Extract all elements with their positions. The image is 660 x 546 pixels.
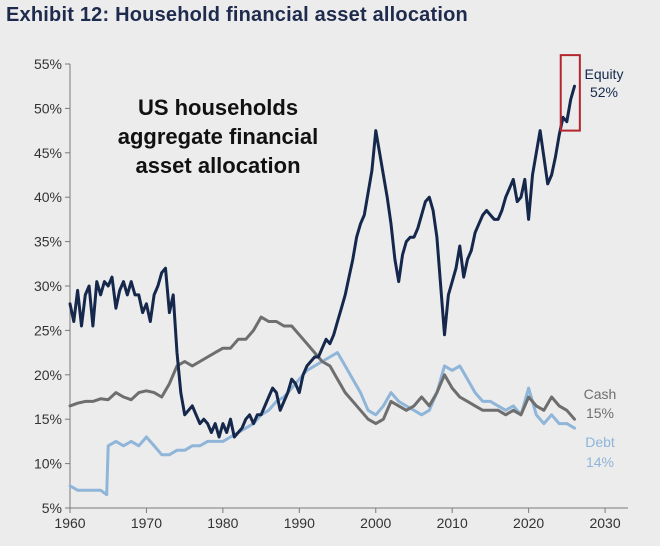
y-tick-label: 5% [42, 500, 62, 516]
inset-title-line-2: aggregate financial [118, 124, 319, 149]
y-tick-label: 40% [34, 189, 62, 205]
y-axis: 5% 10% 15% 20% 25% 30% 35% 40% 45% 50% 55% [34, 56, 71, 516]
x-tick-label: 2000 [360, 515, 391, 531]
x-axis: 1960 1970 1980 1990 2000 2010 2020 2030 [54, 507, 628, 531]
cash-series-line [68, 315, 576, 426]
y-tick-label: 35% [34, 234, 62, 250]
inset-title-line-3: asset allocation [135, 153, 300, 178]
x-tick-label: 2030 [589, 515, 620, 531]
debt-series-line [68, 351, 576, 497]
equity-series-line [68, 84, 576, 439]
debt-series-label: Debt [585, 434, 615, 450]
y-tick-label: 15% [34, 411, 62, 427]
cash-end-value-label: 15% [586, 405, 614, 421]
chart-title: Exhibit 12: Household financial asset al… [6, 4, 468, 26]
x-tick-label: 1960 [54, 515, 85, 531]
inset-title-line-1: US households [138, 95, 298, 120]
y-tick-label: 25% [34, 322, 62, 338]
y-tick-label: 30% [34, 278, 62, 294]
equity-end-value-label: 52% [590, 84, 618, 100]
cash-series-label: Cash [584, 386, 617, 402]
y-tick-label: 20% [34, 367, 62, 383]
equity-series-label: Equity [585, 66, 624, 82]
x-tick-label: 1980 [207, 515, 238, 531]
debt-end-value-label: 14% [586, 454, 614, 470]
y-tick-label: 10% [34, 456, 62, 472]
x-tick-label: 1990 [284, 515, 315, 531]
series-lines [68, 84, 576, 497]
y-tick-label: 45% [34, 145, 62, 161]
x-tick-label: 2010 [437, 515, 468, 531]
x-tick-label: 1970 [131, 515, 162, 531]
y-tick-label: 50% [34, 100, 62, 116]
x-tick-label: 2020 [513, 515, 544, 531]
y-tick-label: 55% [34, 56, 62, 72]
highlight-box [559, 54, 581, 132]
